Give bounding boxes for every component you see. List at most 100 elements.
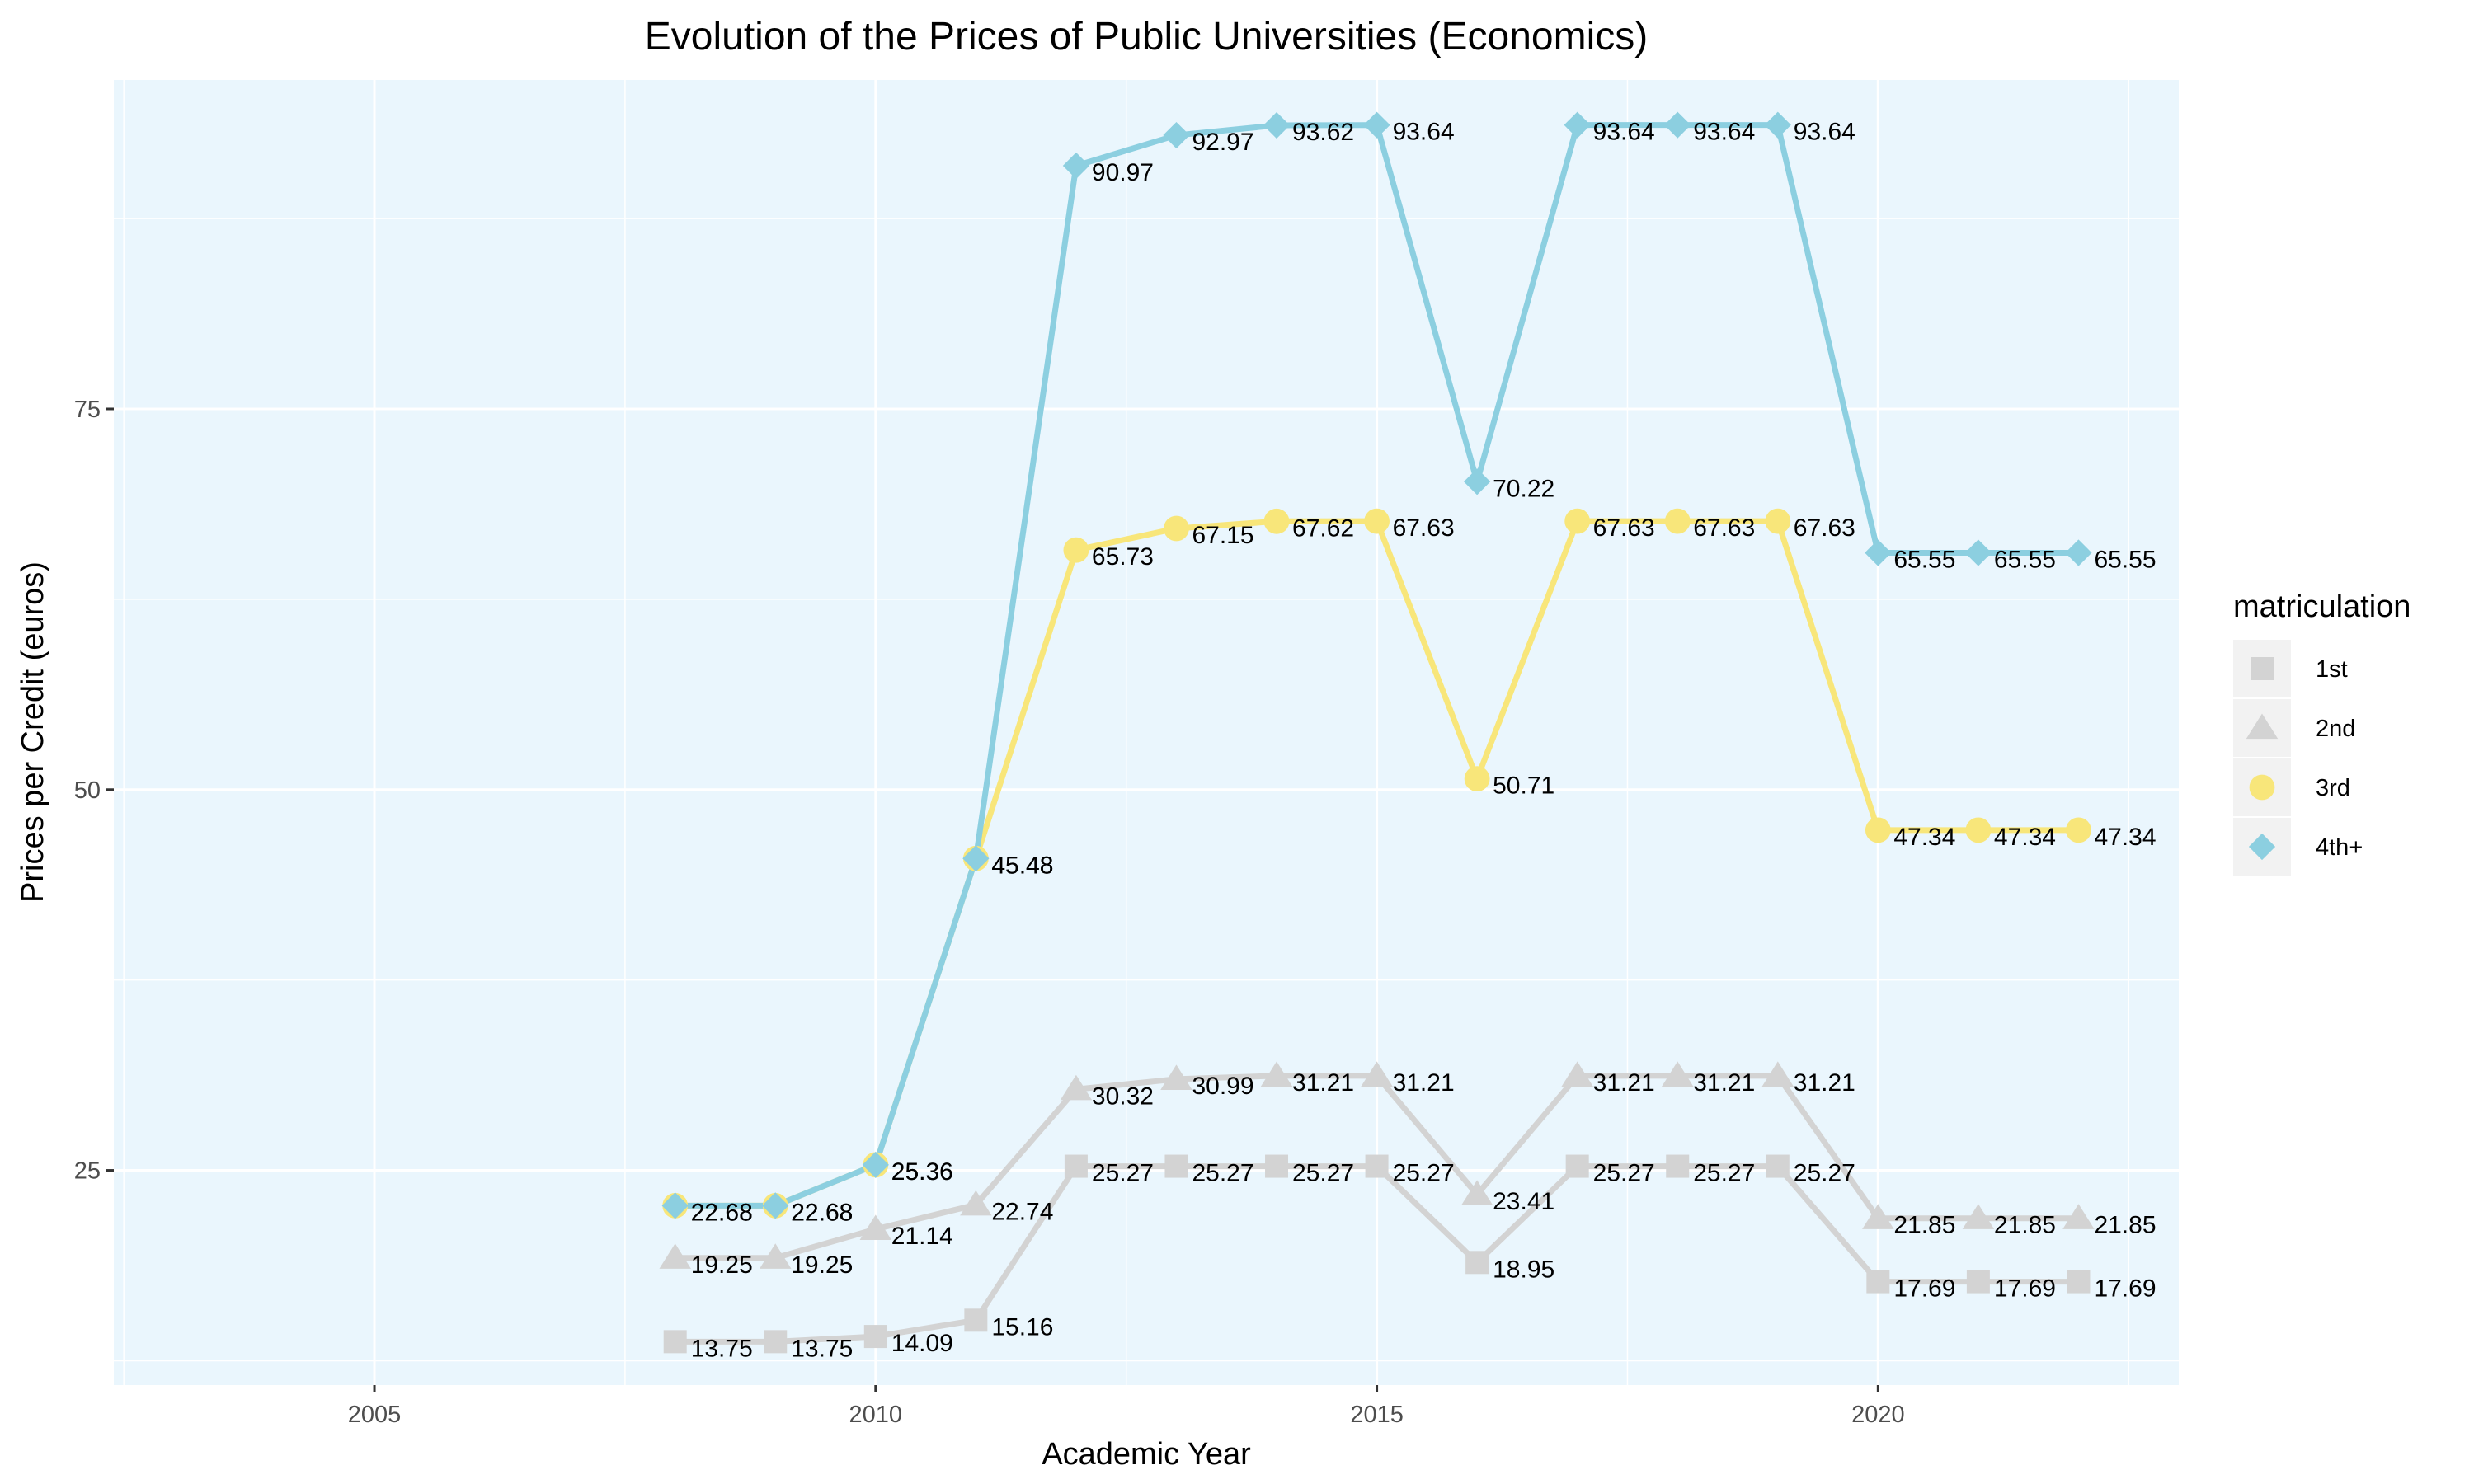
data-label-1st: 13.75 xyxy=(791,1335,853,1362)
data-label-3rd: 47.34 xyxy=(2094,824,2156,851)
data-point-1st xyxy=(1465,1251,1489,1274)
data-point-1st xyxy=(1766,1155,1790,1178)
y-tick-label: 25 xyxy=(74,1158,101,1185)
data-label-4th: 93.62 xyxy=(1292,119,1354,146)
y-tick-label: 50 xyxy=(74,777,101,804)
data-label-1st: 25.27 xyxy=(1292,1160,1354,1187)
data-label-1st: 15.16 xyxy=(991,1313,1053,1341)
legend-item-1st: 1st xyxy=(2233,640,2348,697)
data-label-2nd: 21.14 xyxy=(891,1223,953,1250)
data-point-1st xyxy=(1866,1270,1889,1294)
data-label-3rd: 65.73 xyxy=(1092,543,1154,571)
x-tick-label: 2015 xyxy=(1350,1402,1404,1428)
y-tick-label: 75 xyxy=(74,397,101,423)
x-tick-label: 2005 xyxy=(348,1402,402,1428)
data-point-3rd xyxy=(1064,538,1089,563)
data-label-4th: 93.64 xyxy=(1393,119,1455,146)
data-label-2nd: 31.21 xyxy=(1292,1069,1354,1097)
data-point-1st xyxy=(764,1330,787,1353)
data-point-3rd xyxy=(1264,509,1290,534)
data-label-3rd: 67.63 xyxy=(1794,514,1856,542)
data-label-4th: 22.68 xyxy=(691,1199,753,1226)
data-label-1st: 18.95 xyxy=(1493,1256,1554,1283)
data-label-4th: 45.48 xyxy=(991,852,1053,879)
x-tick-label: 2020 xyxy=(1851,1402,1905,1428)
legend: matriculation 1st 2nd 3rd 4th+ xyxy=(2233,589,2411,876)
data-point-1st xyxy=(964,1308,987,1331)
data-label-1st: 17.69 xyxy=(1893,1275,1955,1303)
data-point-1st xyxy=(1366,1155,1389,1178)
data-label-2nd: 31.21 xyxy=(1693,1069,1755,1097)
data-label-4th: 25.36 xyxy=(891,1158,953,1186)
legend-label-4th: 4th+ xyxy=(2316,834,2363,861)
data-point-3rd xyxy=(2066,818,2091,843)
data-label-2nd: 19.25 xyxy=(691,1252,753,1279)
data-point-3rd xyxy=(1665,509,1691,534)
data-label-4th: 65.55 xyxy=(1893,547,1955,574)
data-label-2nd: 23.41 xyxy=(1493,1188,1554,1215)
data-label-1st: 17.69 xyxy=(1994,1275,2056,1303)
data-point-3rd xyxy=(1164,516,1189,542)
data-label-1st: 25.27 xyxy=(1192,1160,1253,1187)
data-label-4th: 65.55 xyxy=(2094,547,2156,574)
legend-marker-3rd xyxy=(2250,775,2275,801)
legend-title: matriculation xyxy=(2233,589,2411,624)
data-label-2nd: 31.21 xyxy=(1393,1069,1455,1097)
data-label-2nd: 30.32 xyxy=(1092,1082,1154,1110)
data-label-2nd: 19.25 xyxy=(791,1252,853,1279)
x-axis-label: Academic Year xyxy=(1042,1437,1251,1472)
data-label-2nd: 22.74 xyxy=(991,1198,1053,1225)
data-label-1st: 14.09 xyxy=(891,1330,953,1357)
plot-panel xyxy=(114,80,2179,1385)
data-label-1st: 13.75 xyxy=(691,1335,753,1362)
data-label-4th: 93.64 xyxy=(1794,119,1856,146)
data-point-1st xyxy=(664,1330,687,1353)
data-label-1st: 25.27 xyxy=(1693,1160,1755,1187)
data-label-3rd: 67.63 xyxy=(1693,514,1755,542)
data-label-3rd: 47.34 xyxy=(1893,824,1955,851)
data-point-1st xyxy=(864,1325,887,1348)
legend-item-2nd: 2nd xyxy=(2233,699,2355,757)
y-axis-label: Prices per Credit (euros) xyxy=(16,561,50,903)
data-label-1st: 25.27 xyxy=(1794,1160,1856,1187)
data-label-3rd: 67.15 xyxy=(1192,522,1253,549)
legend-item-4th: 4th+ xyxy=(2233,818,2363,876)
legend-label-3rd: 3rd xyxy=(2316,775,2350,801)
data-label-2nd: 31.21 xyxy=(1794,1069,1856,1097)
data-label-3rd: 47.34 xyxy=(1994,824,2056,851)
data-label-3rd: 50.71 xyxy=(1493,773,1554,800)
data-point-3rd xyxy=(1965,818,1991,843)
data-point-1st xyxy=(1566,1155,1589,1178)
data-label-2nd: 21.85 xyxy=(2094,1212,2156,1239)
data-point-1st xyxy=(1967,1270,1990,1294)
data-label-2nd: 21.85 xyxy=(1893,1212,1955,1239)
data-label-3rd: 67.63 xyxy=(1593,514,1655,542)
data-label-1st: 25.27 xyxy=(1393,1160,1455,1187)
data-point-3rd xyxy=(1765,509,1790,534)
legend-item-3rd: 3rd xyxy=(2233,758,2350,816)
data-point-1st xyxy=(1666,1155,1689,1178)
data-point-3rd xyxy=(1465,766,1490,791)
data-label-1st: 25.27 xyxy=(1593,1160,1655,1187)
data-label-2nd: 30.99 xyxy=(1192,1073,1253,1100)
data-label-4th: 93.64 xyxy=(1693,119,1755,146)
data-point-3rd xyxy=(1564,509,1590,534)
data-point-3rd xyxy=(1364,509,1390,534)
x-tick-label: 2010 xyxy=(849,1402,903,1428)
data-label-4th: 70.22 xyxy=(1493,475,1554,502)
data-label-3rd: 67.62 xyxy=(1292,514,1354,542)
data-label-4th: 92.97 xyxy=(1192,129,1253,156)
data-label-4th: 90.97 xyxy=(1092,159,1154,186)
data-label-1st: 17.69 xyxy=(2094,1275,2156,1303)
data-point-1st xyxy=(2067,1270,2090,1294)
data-label-4th: 65.55 xyxy=(1994,547,2056,574)
chart-title: Evolution of the Prices of Public Univer… xyxy=(645,15,1648,59)
data-point-1st xyxy=(1265,1155,1288,1178)
data-label-3rd: 67.63 xyxy=(1393,514,1455,542)
data-label-4th: 93.64 xyxy=(1593,119,1655,146)
data-point-1st xyxy=(1164,1155,1188,1178)
legend-marker-1st xyxy=(2251,657,2274,680)
data-label-1st: 25.27 xyxy=(1092,1160,1154,1187)
legend-label-1st: 1st xyxy=(2316,656,2348,683)
